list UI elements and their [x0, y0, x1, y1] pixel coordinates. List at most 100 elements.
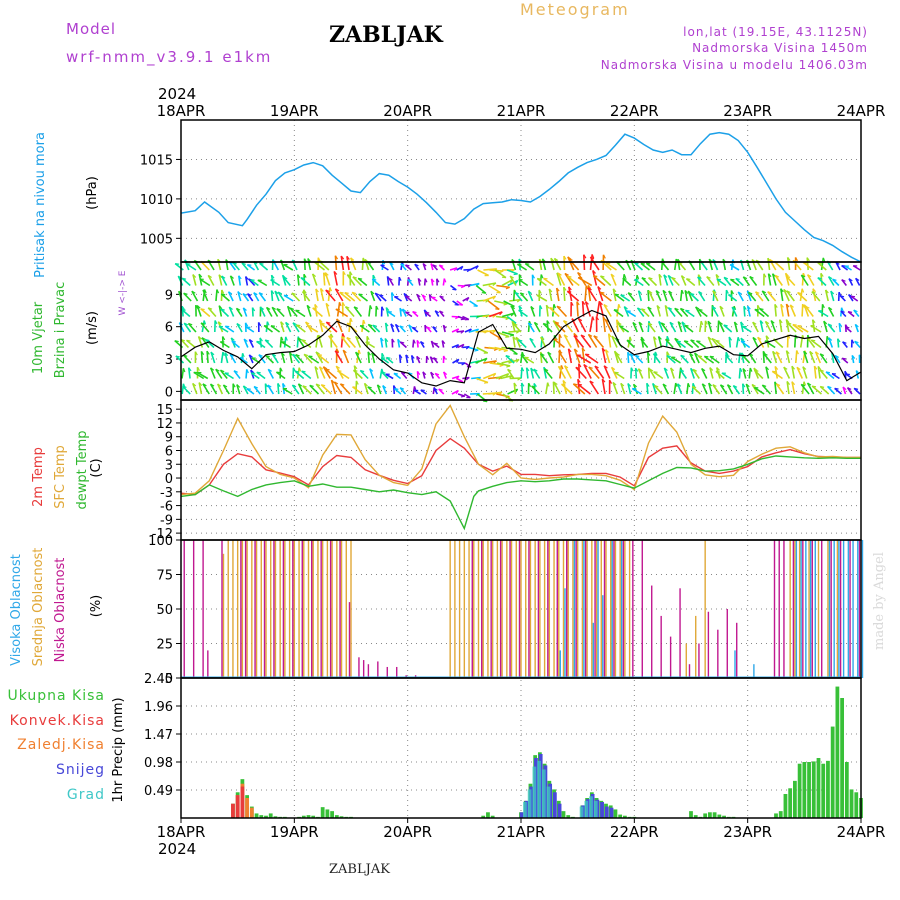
wind-arrow — [340, 255, 345, 271]
wind-arrow-head — [694, 352, 699, 356]
wind-arrow-head — [779, 319, 783, 324]
wind-arrow-head — [386, 356, 391, 359]
wind-arrow-head — [765, 366, 770, 371]
wind-arrow — [357, 277, 368, 287]
wind-arrow-head — [674, 307, 679, 311]
wind-arrow-head — [530, 305, 535, 310]
wind-arrow-head — [216, 289, 220, 294]
wind-arrow-field — [174, 254, 862, 403]
wind-arrow — [648, 277, 658, 287]
x-tick-label-top: 24APR — [837, 102, 886, 120]
wind-arrow-head — [364, 382, 368, 387]
wind-arrow — [789, 304, 797, 317]
wind-arrow — [698, 320, 703, 333]
wind-arrow — [509, 275, 517, 286]
wind-arrow-head — [320, 322, 325, 325]
wind-arrow — [248, 278, 256, 287]
x-tick-label-bottom: 22APR — [610, 823, 659, 841]
wind-arrow — [333, 381, 343, 395]
wind-arrow — [780, 304, 784, 317]
wind-arrow-head — [453, 267, 458, 272]
wind-arrow — [308, 355, 320, 364]
wind-arrow-head — [335, 365, 340, 369]
wind-arrow — [670, 356, 682, 364]
wind-arrow — [763, 353, 772, 364]
wind-arrow — [217, 259, 222, 271]
wind-arrow — [647, 306, 655, 317]
wind-direction-label: W <-|-> E — [118, 270, 128, 315]
wind-arrow — [530, 306, 536, 317]
wind-arrow — [545, 304, 549, 317]
wind-arrow — [263, 324, 273, 333]
wind-arrow-head — [510, 312, 515, 317]
wind-arrow-head — [638, 290, 642, 295]
wind-arrow-head — [279, 367, 283, 372]
wind-arrow — [830, 290, 835, 302]
wind-arrow-head — [265, 339, 270, 342]
wind-arrow-head — [692, 383, 696, 388]
wind-arrow — [785, 350, 791, 364]
total-precip-bar — [821, 763, 826, 818]
total-precip-bar — [259, 815, 264, 818]
wind-arrow-head — [441, 340, 446, 345]
wind-arrow-head — [210, 383, 215, 387]
wind-arrow-head — [593, 275, 598, 278]
wind-arrow — [737, 291, 745, 302]
wind-arrow-head — [208, 307, 213, 310]
x-tick-label-bottom: 23APR — [723, 823, 772, 841]
wind-arrow-head — [740, 321, 744, 326]
wind-arrow-head — [352, 386, 357, 388]
total-precip-bar — [566, 815, 571, 818]
wind-arrow — [542, 322, 553, 333]
wind-arrow — [556, 305, 568, 318]
wind-arrow-head — [743, 276, 748, 280]
wind-arrow — [664, 305, 669, 317]
wind-arrow — [253, 385, 261, 395]
wind-arrow-head — [609, 379, 613, 384]
wind-arrow-head — [563, 255, 567, 260]
wind-arrow — [716, 278, 727, 287]
wind-arrow — [237, 275, 242, 286]
wind-arrow-head — [725, 289, 729, 294]
wind-arrow — [283, 294, 294, 302]
wind-arrow-head — [648, 277, 653, 280]
wind-arrow-head — [424, 278, 428, 283]
wind-arrow-head — [196, 305, 201, 309]
pressure-title: Pritisak na nivou mora — [33, 132, 48, 278]
wind-arrow — [653, 384, 663, 395]
wind-arrow-head — [533, 368, 538, 372]
wind-arrow — [235, 307, 243, 317]
wind-arrow-head — [765, 335, 770, 340]
wind-arrow-head — [258, 292, 264, 295]
wind-arrow — [315, 351, 324, 364]
wind-arrow-head — [562, 379, 567, 384]
total-precip-bar — [490, 815, 495, 818]
wind-arrow — [368, 305, 372, 317]
wind-arrow-head — [349, 271, 353, 276]
wind-arrow — [191, 383, 198, 395]
wind-arrow — [581, 347, 586, 364]
wind-arrow-head — [518, 339, 523, 342]
wind-arrow-head — [413, 339, 416, 344]
wind-arrow — [264, 339, 274, 349]
wind-arrow-head — [725, 351, 729, 356]
wind-arrow-head — [556, 287, 560, 292]
wind-arrow — [503, 300, 515, 308]
wind-arrow-head — [712, 306, 717, 310]
wind-arrow — [243, 338, 249, 348]
wind-arrow — [550, 257, 555, 271]
wind-arrow-head — [381, 352, 385, 358]
precip-legend-item: Snijeg — [56, 762, 105, 778]
wind-arrow-head — [610, 273, 615, 278]
wind-arrow-head — [433, 387, 438, 391]
y-tick-label: 0 — [165, 472, 173, 487]
wind-arrow-head — [684, 340, 689, 343]
wind-arrow — [726, 384, 734, 395]
wind-arrow-head — [841, 307, 844, 312]
wind-arrow-head — [622, 277, 627, 280]
wind-arrow — [280, 352, 286, 364]
wind-arrow-head — [591, 254, 595, 259]
wind-arrow-head — [593, 335, 598, 338]
wind-arrow-head — [822, 303, 825, 309]
wind-arrow-head — [512, 336, 517, 341]
